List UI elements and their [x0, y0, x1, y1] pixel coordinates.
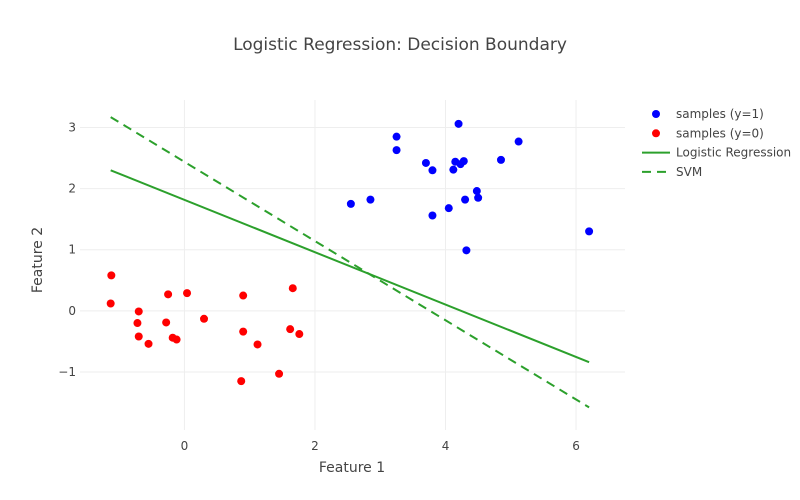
series-line-logistic-regression [110, 169, 590, 364]
legend-label: samples (y=0) [676, 126, 764, 140]
data-point [275, 369, 284, 378]
y-tick-label: 1 [68, 243, 76, 257]
legend-item: SVM [642, 165, 702, 179]
data-point [134, 332, 143, 341]
legend-marker [652, 110, 660, 118]
data-point [366, 195, 375, 204]
data-point [237, 377, 246, 386]
grid-lines [80, 100, 625, 430]
data-point [421, 158, 430, 167]
legend-label: SVM [676, 165, 702, 179]
y-tick-label: 0 [68, 304, 76, 318]
data-point [346, 199, 355, 208]
x-axis-title: Feature 1 [319, 460, 385, 476]
data-point [461, 195, 470, 204]
data-point [286, 325, 295, 334]
y-axis-title: Feature 2 [30, 227, 46, 293]
x-tick-label: 0 [181, 439, 189, 453]
data-point [462, 246, 471, 255]
data-point [133, 319, 142, 328]
data-point [172, 335, 181, 344]
data-point [134, 307, 143, 316]
data-point [144, 339, 153, 348]
data-point [183, 289, 192, 298]
data-point [474, 193, 483, 202]
plot-area [80, 100, 625, 430]
legend-item: samples (y=0) [652, 126, 764, 140]
legend-label: samples (y=1) [676, 107, 764, 121]
legend: samples (y=1) samples (y=0) Logistic Regre… [642, 107, 791, 179]
y-tick-label: 3 [68, 121, 76, 135]
data-point [585, 227, 594, 236]
data-point [392, 132, 401, 141]
x-tick-label: 4 [442, 439, 450, 453]
x-tick-label: 2 [311, 439, 319, 453]
data-point [454, 119, 463, 128]
sample-markers [106, 119, 594, 386]
data-point [106, 299, 115, 308]
series-line-svm [110, 116, 590, 409]
data-point [444, 204, 453, 213]
x-tick-label: 6 [572, 439, 580, 453]
x-axis-ticks: 0 2 4 6 [181, 439, 580, 453]
boundary-lines [110, 116, 590, 409]
data-point [107, 271, 116, 280]
data-point [514, 137, 523, 146]
data-point [428, 211, 437, 220]
data-point [162, 318, 171, 327]
data-point [295, 330, 304, 339]
data-point [392, 146, 401, 155]
data-point [239, 291, 248, 300]
data-point [253, 340, 262, 349]
legend-marker [652, 129, 660, 138]
legend-label: Logistic Regression [676, 146, 791, 160]
legend-item: Logistic Regression [642, 146, 791, 160]
y-tick-label: −1 [58, 365, 76, 379]
y-tick-label: 2 [68, 182, 76, 196]
data-point [200, 314, 209, 323]
data-point [239, 327, 248, 336]
y-axis-ticks: −1 0 1 2 3 [58, 121, 76, 379]
data-point [449, 165, 458, 174]
legend-item: samples (y=1) [652, 107, 764, 121]
data-point [472, 187, 481, 196]
data-point [496, 155, 505, 164]
data-point [428, 166, 437, 175]
chart-title: Logistic Regression: Decision Boundary [233, 35, 567, 55]
data-point [164, 290, 173, 299]
data-point [288, 284, 297, 293]
data-point [459, 157, 468, 166]
